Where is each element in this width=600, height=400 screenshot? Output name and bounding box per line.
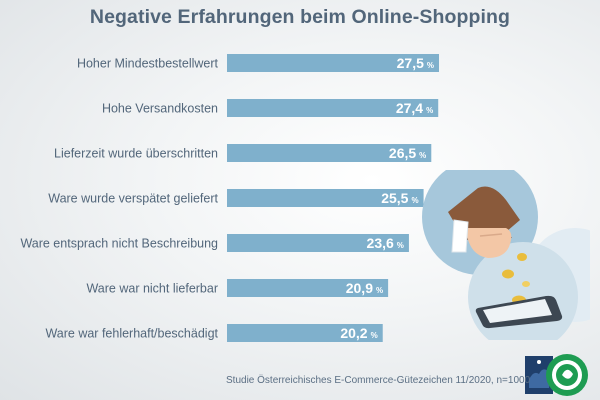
tablet-icon bbox=[475, 295, 563, 329]
bar bbox=[227, 54, 439, 72]
category-label: Ware entsprach nicht Beschreibung bbox=[20, 237, 218, 251]
category-label: Lieferzeit wurde überschritten bbox=[54, 147, 218, 161]
guetezeichen-seal bbox=[525, 354, 588, 396]
value-label: 27,4% bbox=[396, 100, 433, 116]
shopping-illustration bbox=[422, 170, 590, 340]
category-label: Ware war nicht lieferbar bbox=[86, 282, 218, 296]
bar bbox=[227, 234, 409, 252]
value-label: 20,2% bbox=[340, 325, 377, 341]
bar bbox=[227, 99, 439, 117]
category-label: Hoher Mindestbestellwert bbox=[77, 57, 219, 71]
bar bbox=[227, 279, 389, 297]
bar bbox=[227, 324, 383, 342]
value-label: 26,5% bbox=[389, 145, 426, 161]
bar bbox=[227, 144, 432, 162]
value-label: 27,5% bbox=[397, 55, 434, 71]
chart-title: Negative Erfahrungen beim Online-Shoppin… bbox=[89, 6, 511, 28]
quality-seal-icon bbox=[546, 354, 588, 396]
bar bbox=[227, 189, 424, 207]
category-label: Hohe Versandkosten bbox=[102, 102, 218, 116]
hand-icon bbox=[451, 219, 512, 258]
value-label: 25,5% bbox=[381, 190, 418, 206]
value-label: 23,6% bbox=[367, 235, 404, 251]
category-label: Ware wurde verspätet geliefert bbox=[48, 192, 218, 206]
category-label: Ware war fehlerhaft/beschädigt bbox=[45, 327, 218, 341]
source-note: Studie Österreichisches E-Commerce-Gütez… bbox=[226, 375, 531, 386]
value-label: 20,9% bbox=[346, 280, 383, 296]
